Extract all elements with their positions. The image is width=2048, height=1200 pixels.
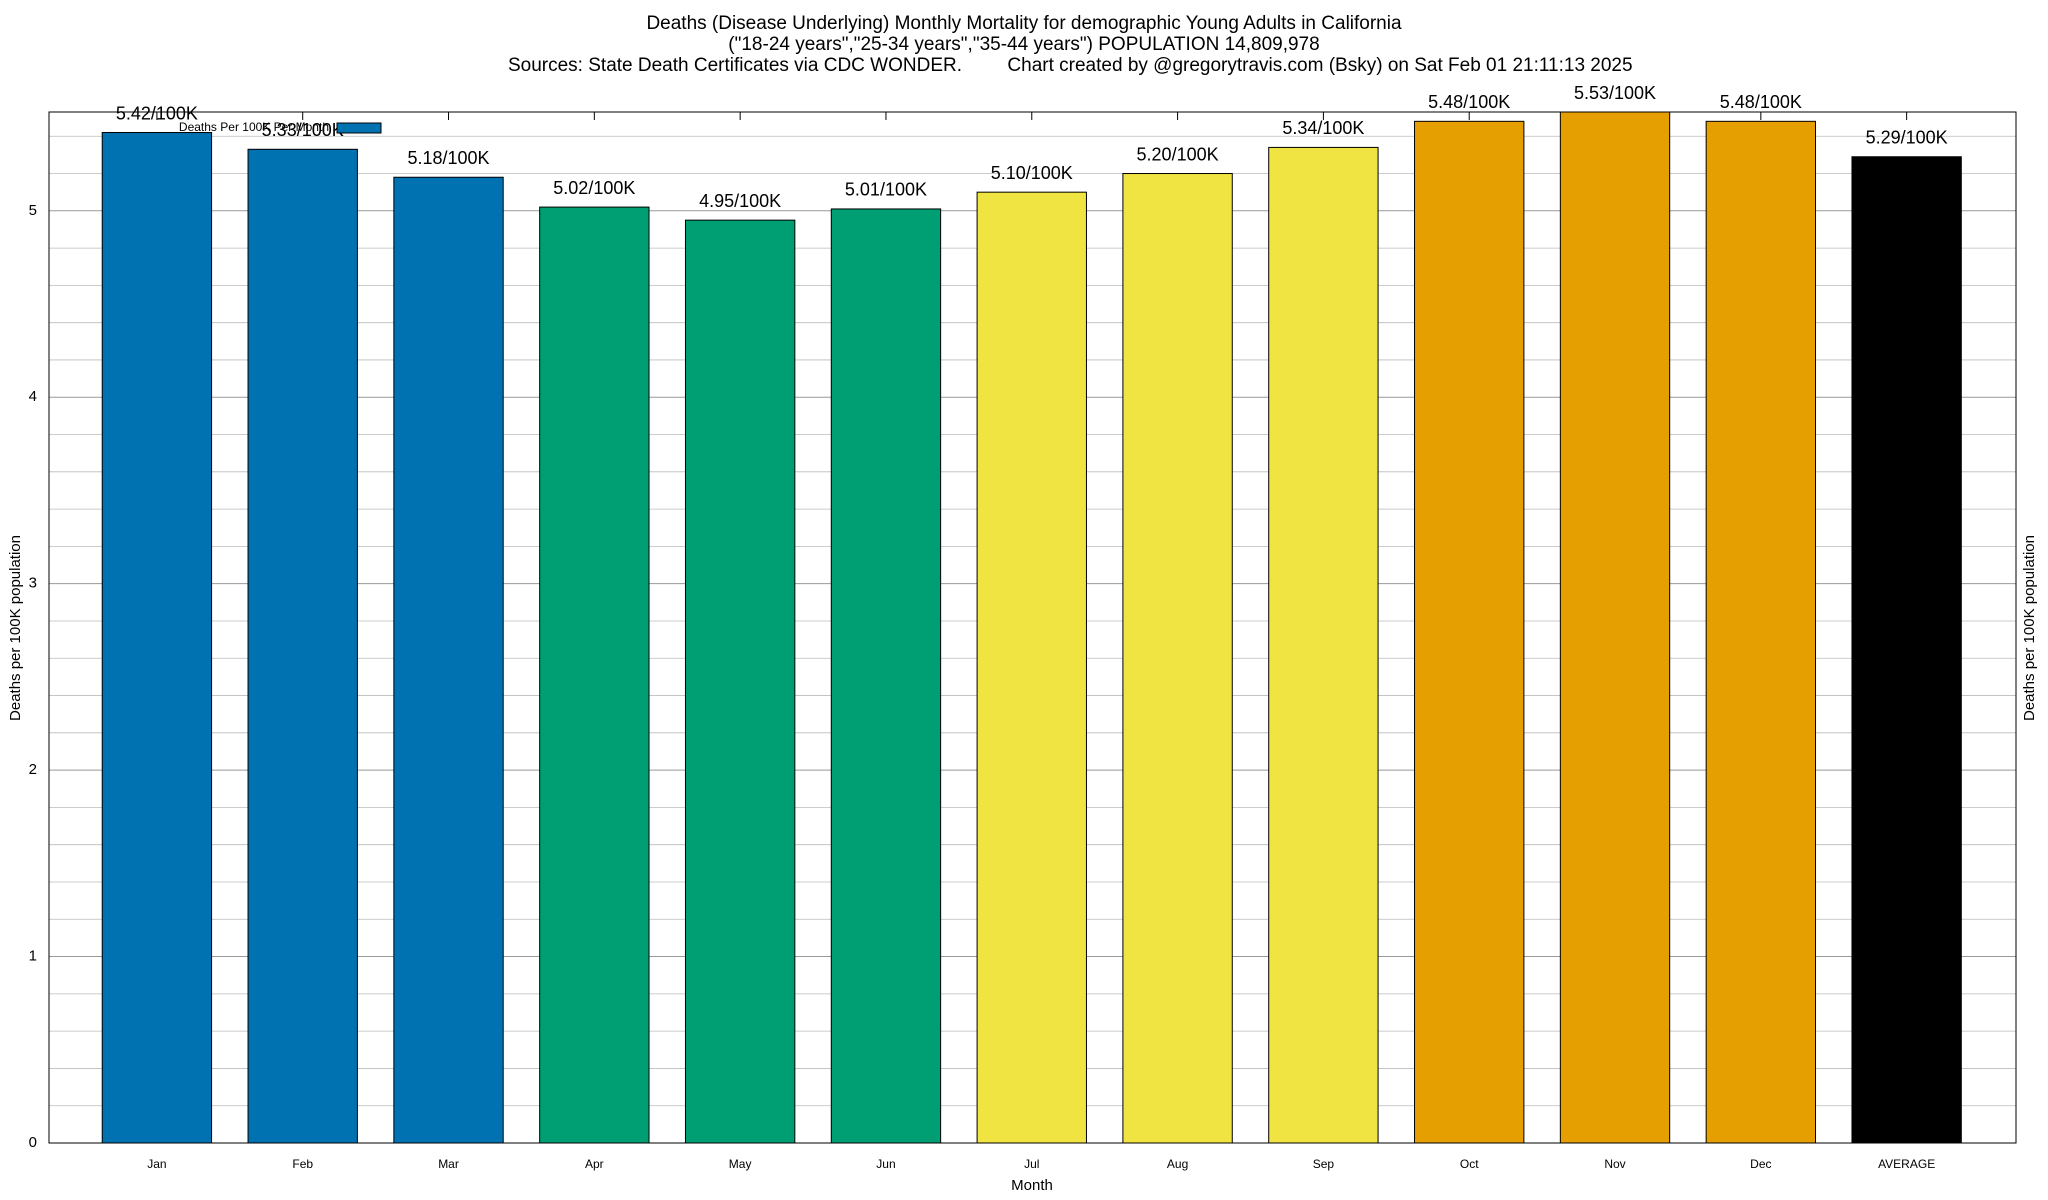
legend-label: Deaths Per 100K Per Month bbox=[179, 120, 329, 134]
y-tick-label: 5 bbox=[29, 202, 37, 219]
bar bbox=[830, 208, 942, 1144]
x-tick-label: Nov bbox=[1604, 1157, 1625, 1171]
y-tick-label: 3 bbox=[29, 575, 37, 592]
bar bbox=[101, 132, 213, 1144]
bar bbox=[539, 206, 650, 1144]
credit: Chart created by @gregorytravis.com (Bsk… bbox=[1007, 55, 1632, 76]
bar bbox=[1268, 146, 1379, 1144]
value-label: 5.29/100K bbox=[1866, 127, 1948, 147]
y-tick-label: 2 bbox=[29, 761, 37, 778]
y2-axis-title: Deaths per 100K population bbox=[2021, 535, 2038, 721]
x-tick-label: Oct bbox=[1460, 1157, 1479, 1171]
value-label: 5.10/100K bbox=[991, 163, 1073, 183]
legend-swatch bbox=[336, 122, 382, 134]
bar bbox=[247, 148, 358, 1144]
bar bbox=[1705, 120, 1817, 1144]
sources: Sources: State Death Certificates via CD… bbox=[508, 55, 962, 76]
y-tick-label: 4 bbox=[29, 388, 37, 405]
chart-title: Deaths (Disease Underlying) Monthly Mort… bbox=[646, 13, 1402, 34]
x-tick-label: Jun bbox=[876, 1157, 895, 1171]
bar bbox=[1414, 120, 1525, 1144]
chart-subtitle: ("18-24 years","25-34 years","35-44 year… bbox=[728, 34, 1319, 55]
x-tick-label: Jan bbox=[147, 1157, 166, 1171]
x-tick-label: May bbox=[729, 1157, 752, 1171]
x-axis-title: Month bbox=[1011, 1177, 1053, 1194]
bar bbox=[393, 176, 504, 1144]
x-tick-label: Jul bbox=[1024, 1157, 1039, 1171]
value-label: 5.02/100K bbox=[553, 178, 635, 198]
x-tick-label: Dec bbox=[1750, 1157, 1771, 1171]
value-label: 5.48/100K bbox=[1720, 92, 1802, 112]
y-axis-title: Deaths per 100K population bbox=[7, 535, 24, 721]
value-label: 5.42/100K bbox=[116, 103, 198, 123]
bar bbox=[1851, 156, 1962, 1144]
value-label: 5.18/100K bbox=[407, 148, 489, 168]
x-tick-label: Sep bbox=[1313, 1157, 1335, 1171]
bar bbox=[976, 191, 1087, 1144]
y-tick-label: 1 bbox=[29, 948, 37, 965]
x-tick-label: Apr bbox=[585, 1157, 604, 1171]
bar bbox=[1122, 173, 1233, 1144]
value-label: 5.34/100K bbox=[1282, 118, 1364, 138]
y-tick-label: 0 bbox=[29, 1134, 37, 1151]
value-label: 5.33/100K bbox=[262, 120, 344, 140]
value-label: 5.48/100K bbox=[1428, 92, 1510, 112]
x-tick-label: Mar bbox=[438, 1157, 459, 1171]
value-label: 5.53/100K bbox=[1574, 83, 1656, 103]
value-label: 5.01/100K bbox=[845, 180, 927, 200]
bar bbox=[1559, 111, 1671, 1144]
value-label: 5.20/100K bbox=[1137, 144, 1219, 164]
value-label: 4.95/100K bbox=[699, 191, 781, 211]
x-tick-label: AVERAGE bbox=[1878, 1157, 1935, 1171]
bar bbox=[684, 219, 796, 1144]
x-tick-label: Feb bbox=[292, 1157, 313, 1171]
x-tick-label: Aug bbox=[1167, 1157, 1188, 1171]
